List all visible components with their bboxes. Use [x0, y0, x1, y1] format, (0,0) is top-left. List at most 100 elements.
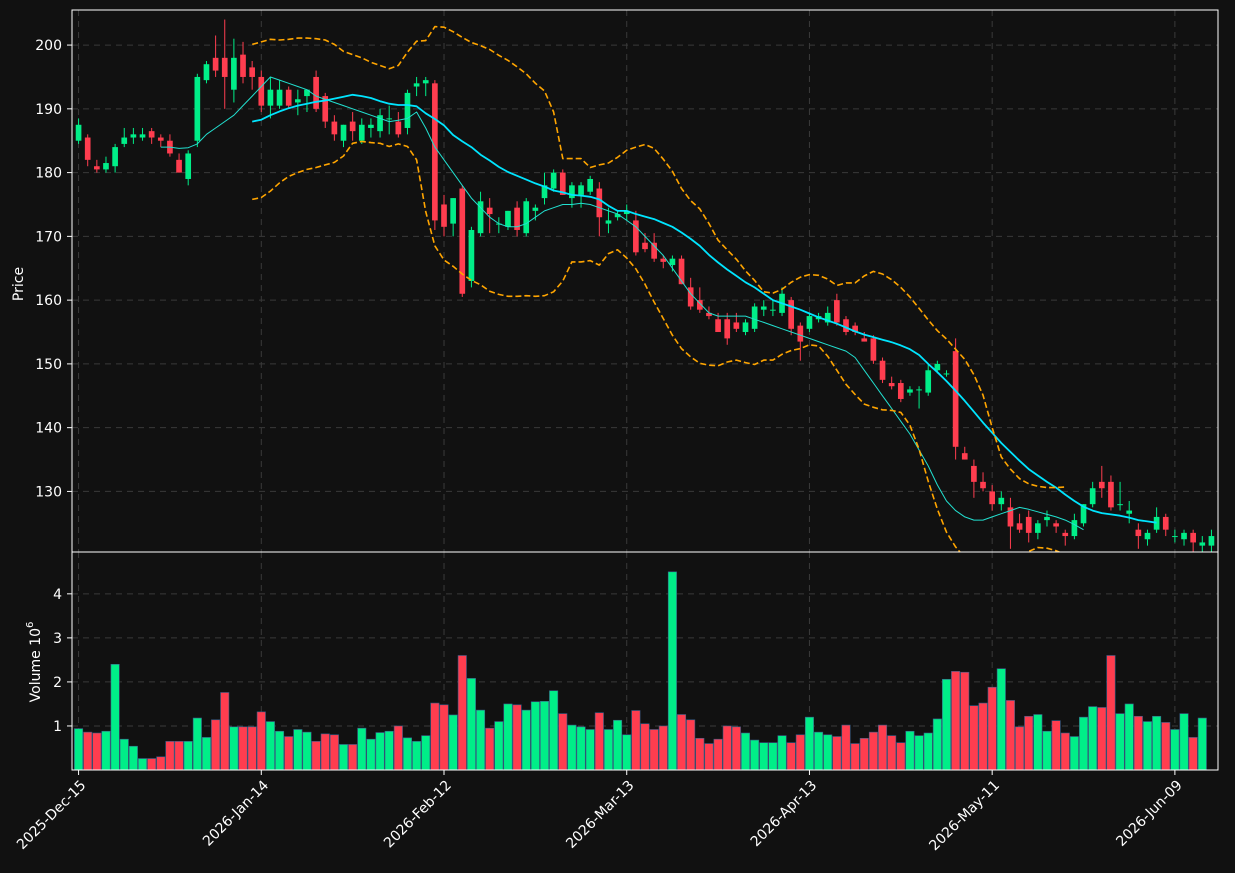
- volume-bar: [412, 741, 422, 771]
- volume-bar: [448, 714, 458, 771]
- volume-bar: [119, 738, 129, 771]
- volume-bar: [1188, 737, 1198, 771]
- x-tick-label: 2026-Jun-09: [1113, 778, 1185, 850]
- volume-y-tick-label: 3: [53, 631, 62, 647]
- candle: [1044, 510, 1050, 527]
- candle-body: [788, 300, 795, 329]
- volume-bar: [293, 729, 303, 771]
- volume-bar: [640, 723, 650, 771]
- x-tick-label: 2026-Mar-13: [563, 778, 637, 852]
- volume-bar: [549, 690, 559, 771]
- volume-bar: [777, 735, 787, 771]
- candle-body: [304, 89, 310, 97]
- candle-body: [706, 312, 712, 317]
- volume-bar: [1133, 715, 1143, 771]
- candle-body: [633, 220, 639, 253]
- candle: [404, 89, 411, 135]
- volume-bar: [110, 664, 120, 771]
- candle-body: [660, 258, 667, 262]
- candle: [432, 80, 438, 230]
- volume-bar: [731, 726, 741, 771]
- candle-body: [1098, 481, 1105, 489]
- volume-bar: [74, 728, 84, 771]
- candle-body: [523, 201, 530, 234]
- candle: [1126, 500, 1133, 524]
- candle-body: [806, 316, 813, 329]
- candle: [130, 127, 137, 144]
- candle-body: [916, 389, 922, 391]
- volume-bar: [759, 742, 769, 771]
- candle-body: [386, 118, 393, 120]
- volume-y-tick-label: 4: [53, 587, 62, 603]
- volume-bar: [366, 738, 376, 771]
- sma-slow-line: [252, 93, 1157, 524]
- volume-bar: [960, 671, 970, 771]
- candle-body: [1172, 536, 1178, 538]
- candle-body: [276, 89, 283, 106]
- candle: [84, 134, 91, 167]
- panel-frames: [71, 9, 1219, 771]
- candle-body: [75, 124, 82, 141]
- candle-body: [1089, 488, 1096, 505]
- candle: [395, 112, 402, 138]
- volume-bar: [978, 702, 988, 771]
- candle-body: [1044, 516, 1050, 521]
- sma-fast-line: [160, 76, 1084, 531]
- candle-body: [742, 322, 749, 333]
- candle-body: [934, 363, 941, 371]
- candle: [185, 150, 192, 186]
- volume-bar: [1179, 713, 1189, 771]
- candle-body: [176, 159, 182, 173]
- candle-body: [450, 198, 456, 224]
- candle: [349, 112, 356, 141]
- candle: [157, 134, 164, 148]
- candle: [331, 115, 338, 141]
- volume-bar: [275, 730, 285, 771]
- volume-bar: [138, 758, 148, 771]
- volume-bar: [969, 705, 979, 771]
- x-tick-label: 2026-May-11: [926, 778, 1003, 855]
- candle-body: [486, 207, 493, 215]
- candle-body: [696, 300, 703, 310]
- candle: [1035, 520, 1041, 540]
- candle-body: [404, 92, 411, 128]
- candle: [1062, 529, 1069, 546]
- volume-bar: [704, 743, 714, 771]
- candle: [623, 204, 630, 221]
- candle: [1080, 504, 1087, 527]
- candle: [386, 105, 393, 135]
- volume-y-tick-label: 2: [53, 675, 62, 691]
- candle: [870, 335, 877, 364]
- candle-body: [605, 220, 612, 224]
- volume-axis-label-exponent: 6: [25, 622, 36, 628]
- volume-bar: [786, 742, 796, 771]
- candle-body: [614, 214, 621, 218]
- volume-bar: [923, 732, 933, 771]
- candle-body: [1053, 523, 1059, 527]
- candle-body: [1025, 516, 1032, 533]
- candle-body: [879, 360, 886, 380]
- volume-bar: [878, 724, 888, 771]
- volume-bar: [1142, 721, 1152, 771]
- candle-body: [285, 89, 292, 106]
- candle: [240, 41, 246, 84]
- volume-bar: [868, 731, 878, 771]
- candle: [952, 338, 959, 460]
- candle: [148, 127, 155, 144]
- volume-bar: [320, 733, 330, 771]
- volume-bar: [585, 729, 595, 771]
- volume-bar: [457, 655, 467, 771]
- volume-axis-label: Volume 106: [25, 622, 44, 703]
- candle-body: [888, 383, 895, 387]
- candle-body: [1016, 523, 1023, 530]
- candle: [1181, 529, 1187, 546]
- candle: [916, 386, 922, 409]
- candle: [249, 61, 255, 90]
- volume-bar: [329, 734, 339, 771]
- candle-body: [1126, 510, 1133, 514]
- candle: [550, 169, 557, 192]
- volume-bar: [1097, 707, 1107, 771]
- candle: [285, 86, 292, 109]
- volume-bar: [631, 710, 641, 771]
- volume-bar: [183, 741, 193, 771]
